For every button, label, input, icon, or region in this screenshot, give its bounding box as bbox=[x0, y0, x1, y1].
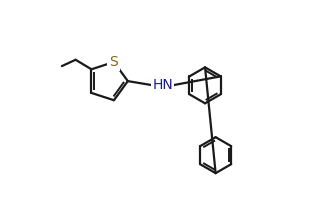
Text: HN: HN bbox=[152, 78, 173, 92]
Text: S: S bbox=[110, 55, 118, 69]
